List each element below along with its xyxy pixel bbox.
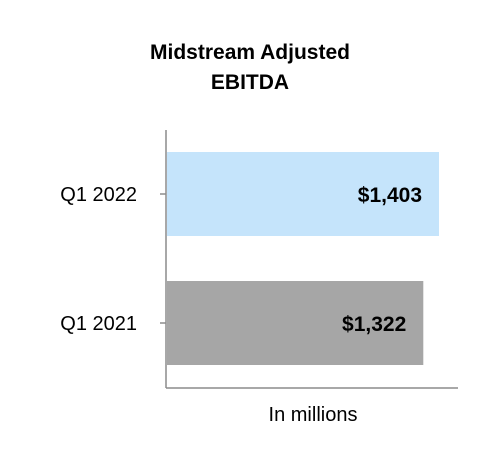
data-label-q1-2021: $1,322 — [342, 313, 406, 336]
bar-q1-2021 — [167, 281, 424, 365]
chart-title-line-2: EBITDA — [210, 71, 290, 94]
bar-q1-2022 — [167, 152, 439, 236]
chart-title: Midstream Adjusted EBITDA — [0, 38, 500, 98]
y-tick-label-q1-2022: Q1 2022 — [60, 184, 137, 206]
y-tick-label-q1-2021: Q1 2021 — [60, 313, 137, 335]
data-label-q1-2022: $1,403 — [358, 184, 422, 207]
chart-title-line-1: Midstream Adjusted — [150, 41, 350, 64]
plot-area: Q1 2022 $1,403 Q1 2021 $1,322 — [60, 130, 458, 389]
x-axis-label: In millions — [269, 404, 358, 426]
